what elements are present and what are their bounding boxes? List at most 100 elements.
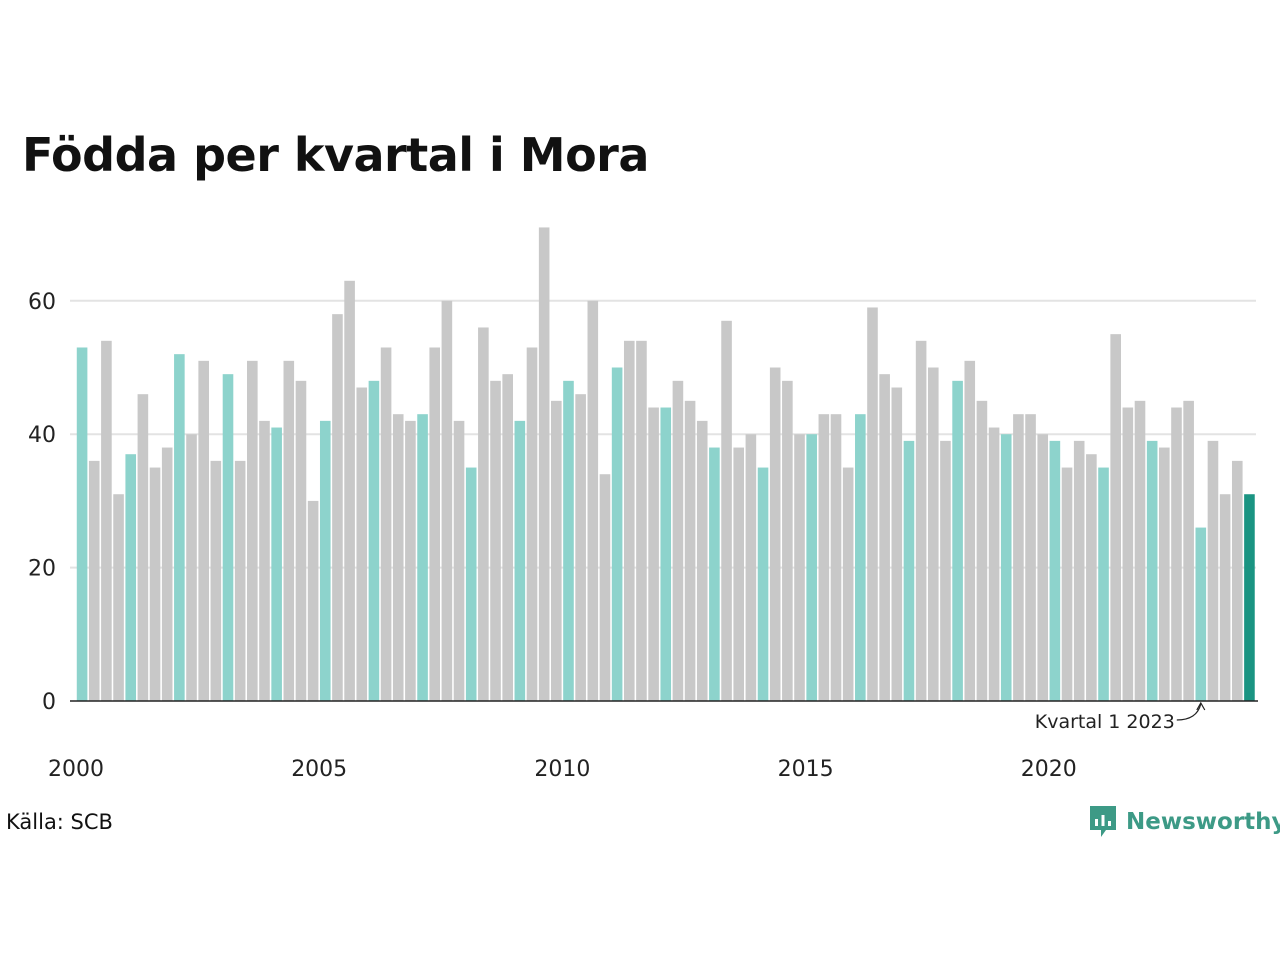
bar <box>174 354 185 701</box>
annotation-arrowhead <box>1196 701 1206 711</box>
bar <box>538 227 550 701</box>
bar <box>161 447 173 701</box>
bar <box>684 400 696 701</box>
bar <box>563 380 574 701</box>
bar <box>1159 447 1170 701</box>
x-tick-label: 2020 <box>1021 757 1077 782</box>
annotation: Kvartal 1 2023 <box>1035 701 1206 733</box>
x-tick-label: 2005 <box>291 757 347 782</box>
bar <box>247 360 258 701</box>
bar <box>368 380 380 701</box>
bar <box>1171 407 1182 701</box>
bar <box>453 420 465 701</box>
bar <box>1013 414 1024 701</box>
bar <box>1061 467 1073 701</box>
bar <box>648 407 659 701</box>
bar <box>101 340 112 701</box>
bar <box>271 427 282 701</box>
bar <box>88 460 100 701</box>
bar <box>709 447 720 701</box>
bar <box>855 414 866 701</box>
bar <box>891 387 903 701</box>
bar <box>830 414 842 701</box>
bar <box>417 414 428 701</box>
bar <box>611 367 623 701</box>
annotation-label: Kvartal 1 2023 <box>1035 711 1175 733</box>
bar <box>1110 334 1121 701</box>
bar <box>514 420 526 701</box>
bar <box>1231 460 1243 701</box>
bar <box>1122 407 1134 701</box>
bar <box>879 374 890 701</box>
brand-name: Newsworthy <box>1126 809 1280 835</box>
newsworthy-logo-icon <box>1090 806 1116 837</box>
bar <box>757 467 769 701</box>
bar <box>915 340 927 701</box>
bar <box>1073 440 1085 701</box>
bar <box>76 347 88 701</box>
bar <box>186 434 197 701</box>
bar <box>137 394 149 701</box>
bar <box>429 347 441 701</box>
bar <box>1219 494 1231 701</box>
bar <box>149 467 161 701</box>
bar <box>307 500 319 701</box>
bar <box>356 387 368 701</box>
bar <box>198 360 209 701</box>
bar <box>818 414 830 701</box>
bar <box>1244 494 1255 701</box>
bar <box>952 380 963 701</box>
bar <box>733 447 745 701</box>
bar <box>842 467 854 701</box>
bar <box>1000 434 1012 701</box>
bar <box>380 347 392 701</box>
x-tick-label: 2000 <box>48 757 104 782</box>
bar <box>976 400 988 701</box>
bar <box>940 440 951 701</box>
bar <box>903 440 915 701</box>
bar <box>964 360 976 701</box>
bar <box>721 320 732 701</box>
y-tick-label: 40 <box>28 423 56 448</box>
bar <box>1183 400 1194 701</box>
bar <box>1037 434 1049 701</box>
bar <box>1207 440 1219 701</box>
bar <box>259 420 270 701</box>
bar <box>745 434 757 701</box>
bar <box>575 394 586 701</box>
bar <box>672 380 684 701</box>
bar <box>1195 527 1207 701</box>
bar <box>392 414 404 701</box>
bar <box>1146 440 1158 701</box>
bar <box>526 347 538 701</box>
bar <box>478 327 489 701</box>
bar <box>867 307 878 701</box>
y-tick-label: 0 <box>42 690 56 715</box>
bar <box>794 434 805 701</box>
bar <box>988 427 1000 701</box>
bar <box>1098 467 1109 701</box>
source-note: Källa: SCB <box>6 810 113 834</box>
bar <box>1086 454 1097 701</box>
x-tick-label: 2015 <box>778 757 834 782</box>
bar <box>332 314 343 701</box>
bar <box>405 420 416 701</box>
bar <box>490 380 501 701</box>
bar <box>587 300 599 701</box>
bar <box>441 300 453 701</box>
bar <box>769 367 781 701</box>
bar <box>465 467 477 701</box>
bar-chart: 0 20 40 60 2000 2005 2010 2015 2020 Kvartal 1 20… <box>28 227 1258 782</box>
bar <box>599 474 611 701</box>
bar <box>927 367 939 701</box>
y-tick-label: 20 <box>28 557 56 582</box>
bar <box>113 494 124 701</box>
annotation-arrow <box>1176 703 1202 721</box>
y-tick-label: 60 <box>28 290 56 315</box>
bar <box>222 374 234 701</box>
bar <box>806 434 817 701</box>
bars <box>76 227 1255 701</box>
bar <box>636 340 647 701</box>
bar <box>551 400 562 701</box>
bar <box>283 360 295 701</box>
